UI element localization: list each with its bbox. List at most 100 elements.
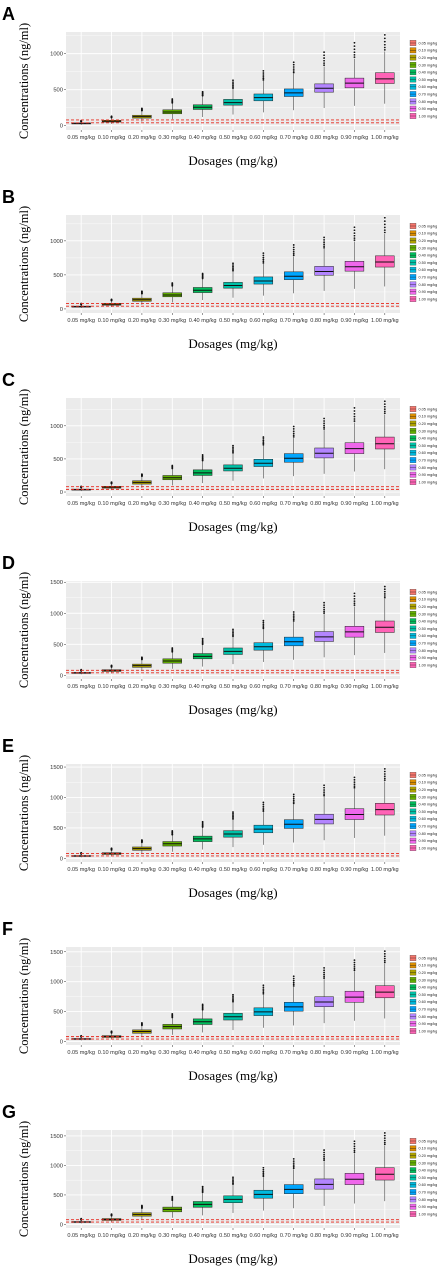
outlier-point xyxy=(232,449,234,452)
outlier-point xyxy=(292,1160,295,1163)
legend-label: 0.30 mg/kg xyxy=(419,795,438,799)
legend-label: 1.00 mg/kg xyxy=(419,846,438,850)
outlier-point xyxy=(232,268,234,271)
x-tick-label: 0.90 mg/kg xyxy=(341,1233,369,1239)
outlier-point xyxy=(292,620,295,622)
y-tick-label: 0 xyxy=(60,307,63,313)
outlier-point xyxy=(232,995,234,998)
outlier-point xyxy=(232,816,234,819)
x-tick-label: 0.10 mg/kg xyxy=(98,318,126,324)
legend-label: 0.05 mg/kg xyxy=(419,590,438,594)
outlier-point xyxy=(353,407,356,409)
legend-label: 0.30 mg/kg xyxy=(419,612,438,616)
x-tick-label: 0.50 mg/kg xyxy=(219,501,247,507)
outlier-point xyxy=(171,647,174,649)
legend-label: 1.00 mg/kg xyxy=(419,1029,438,1033)
outlier-point xyxy=(383,952,386,955)
y-tick-label: 1500 xyxy=(50,765,63,771)
outlier-point xyxy=(353,963,356,966)
y-tick-label: 1000 xyxy=(50,611,63,617)
y-axis-title: Concentrations (ng/ml) xyxy=(17,572,31,688)
outlier-point xyxy=(323,608,325,611)
outlier-point xyxy=(353,51,356,54)
outlier-point xyxy=(383,590,386,593)
x-tick-label: 0.10 mg/kg xyxy=(98,684,126,690)
outlier-point xyxy=(262,988,265,991)
outlier-point xyxy=(292,1158,295,1160)
box-body xyxy=(344,261,365,272)
legend-label: 1.00 mg/kg xyxy=(419,480,438,484)
y-tick-label: 1000 xyxy=(50,52,63,58)
legend-label: 0.20 mg/kg xyxy=(419,239,438,243)
x-tick-label: 0.80 mg/kg xyxy=(310,318,338,324)
outlier-point xyxy=(353,41,356,44)
x-tick-label: 0.30 mg/kg xyxy=(158,318,186,324)
x-tick-label: 0.80 mg/kg xyxy=(310,684,338,690)
box-8 xyxy=(284,793,304,843)
outlier-point xyxy=(383,767,386,770)
legend-label: 0.60 mg/kg xyxy=(419,268,438,272)
outlier-point xyxy=(262,627,265,630)
outlier-point xyxy=(232,267,234,270)
outlier-point xyxy=(171,1013,174,1015)
outlier-point xyxy=(383,777,386,780)
outlier-point xyxy=(383,231,386,234)
x-tick-label: 0.70 mg/kg xyxy=(280,318,308,324)
outlier-point xyxy=(323,973,325,976)
box-body xyxy=(253,276,274,285)
x-axis-title: Dosages (mg/kg) xyxy=(188,1251,277,1266)
box-11 xyxy=(375,216,395,287)
legend-label: 0.20 mg/kg xyxy=(419,1154,438,1158)
legend-label: 0.80 mg/kg xyxy=(419,466,438,470)
box-body xyxy=(375,436,395,450)
x-tick-label: 0.80 mg/kg xyxy=(310,1050,338,1056)
outlier-point xyxy=(383,1139,386,1142)
y-tick-label: 500 xyxy=(53,1010,63,1016)
x-tick-label: 0.30 mg/kg xyxy=(158,1233,186,1239)
outlier-point xyxy=(323,601,325,604)
outlier-point xyxy=(353,229,356,232)
outlier-point xyxy=(262,77,265,80)
box-8 xyxy=(284,975,304,1026)
outlier-point xyxy=(292,246,295,249)
outlier-point xyxy=(262,805,265,808)
outlier-point xyxy=(323,604,325,607)
y-axis-title: Concentrations (ng/ml) xyxy=(17,755,31,871)
x-tick-label: 1.00 mg/kg xyxy=(371,501,399,507)
outlier-point xyxy=(323,57,325,59)
outlier-point xyxy=(353,226,356,229)
outlier-point xyxy=(292,613,295,616)
box-5 xyxy=(192,1185,213,1216)
legend: 0.05 mg/kg 0.10 mg/kg 0.20 mg/kg 0.30 mg/kg… xyxy=(409,406,438,485)
outlier-point xyxy=(262,76,265,78)
outlier-point xyxy=(353,602,356,605)
outlier-point xyxy=(262,254,265,257)
x-tick-label: 0.20 mg/kg xyxy=(128,135,156,141)
outlier-point xyxy=(201,90,204,93)
x-tick-label: 0.70 mg/kg xyxy=(280,501,308,507)
outlier-point xyxy=(232,1179,234,1182)
x-tick-label: 0.05 mg/kg xyxy=(67,1050,95,1056)
outlier-point xyxy=(292,252,295,255)
outlier-point xyxy=(383,400,386,403)
legend-label: 0.05 mg/kg xyxy=(419,956,438,960)
y-tick-label: 500 xyxy=(53,457,63,463)
legend-label: 0.30 mg/kg xyxy=(419,1161,438,1165)
outlier-point xyxy=(383,229,386,232)
legend-label: 0.05 mg/kg xyxy=(419,407,438,411)
outlier-point xyxy=(201,1185,204,1188)
legend-label: 1.00 mg/kg xyxy=(419,663,438,667)
outlier-point xyxy=(383,37,386,40)
outlier-point xyxy=(383,410,386,413)
outlier-point xyxy=(292,979,295,982)
outlier-point xyxy=(262,260,265,263)
x-tick-label: 0.90 mg/kg xyxy=(341,501,369,507)
outlier-point xyxy=(383,595,386,597)
legend: 0.05 mg/kg 0.10 mg/kg 0.20 mg/kg 0.30 mg/kg… xyxy=(409,589,438,668)
box-7 xyxy=(253,1166,274,1211)
outlier-point xyxy=(323,969,325,972)
outlier-point xyxy=(201,637,204,640)
box-7 xyxy=(253,984,274,1028)
